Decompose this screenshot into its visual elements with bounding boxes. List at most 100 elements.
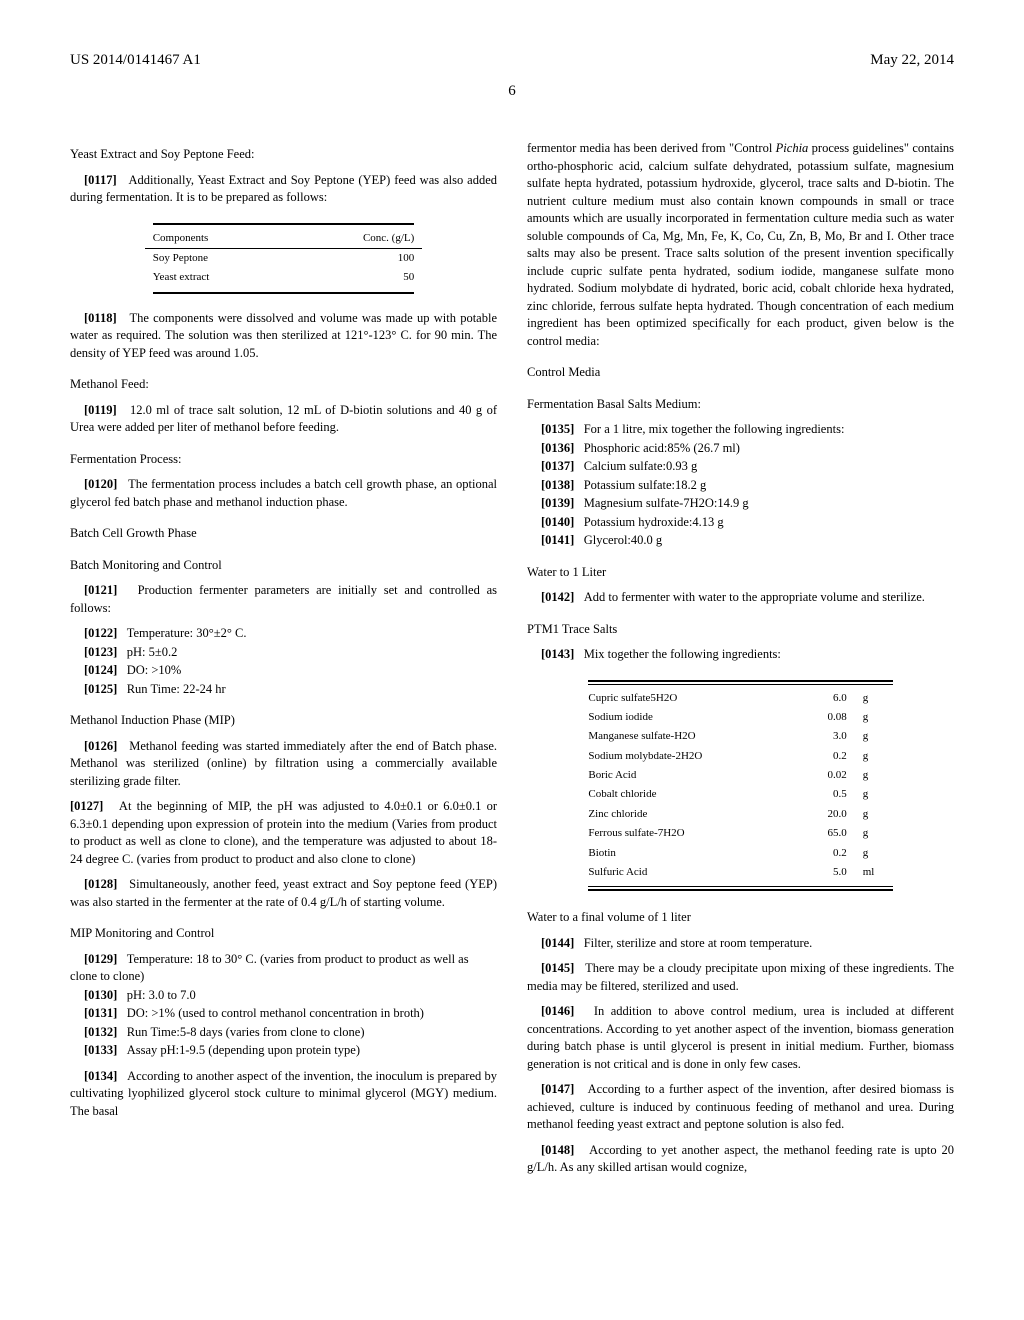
- para-text: Mix together the following ingredients:: [584, 647, 781, 661]
- table-cell: 100: [289, 248, 423, 268]
- para-text: DO: >1% (used to control methanol concen…: [127, 1006, 424, 1020]
- para-0127: [0127] At the beginning of MIP, the pH w…: [70, 798, 497, 868]
- table-cell: 50: [289, 268, 423, 287]
- table-cell: 0.08: [796, 708, 855, 727]
- para-num: [0144]: [541, 936, 574, 950]
- table-cell: Boric Acid: [580, 766, 796, 785]
- para-num: [0126]: [84, 739, 117, 753]
- mip-params-list: [0129] Temperature: 18 to 30° C. (varies…: [70, 951, 497, 1060]
- header-right: May 22, 2014: [870, 50, 954, 71]
- table-cell: g: [855, 747, 901, 766]
- para-0144: [0144] Filter, sterilize and store at ro…: [527, 935, 954, 953]
- table-cell: Sodium molybdate-2H2O: [580, 747, 796, 766]
- table-cell: 6.0: [796, 689, 855, 708]
- heading-water-1l: Water to 1 Liter: [527, 564, 954, 582]
- table-cell: 0.2: [796, 844, 855, 863]
- para-text: Run Time:5-8 days (varies from clone to …: [127, 1025, 365, 1039]
- italic-text: Pichia: [776, 141, 809, 155]
- table-cell: Manganese sulfate-H2O: [580, 727, 796, 746]
- para-num: [0138]: [541, 478, 574, 492]
- para-0128: [0128] Simultaneously, another feed, yea…: [70, 876, 497, 911]
- para-0121: [0121] Production fermenter parameters a…: [70, 582, 497, 617]
- para-text: There may be a cloudy precipitate upon m…: [527, 961, 954, 993]
- table-row: Zinc chloride20.0g: [580, 805, 900, 824]
- para-num: [0137]: [541, 459, 574, 473]
- table-cell: 0.2: [796, 747, 855, 766]
- para-0120: [0120] The fermentation process includes…: [70, 476, 497, 511]
- para-text: Phosphoric acid:85% (26.7 ml): [584, 441, 740, 455]
- table-cell: g: [855, 689, 901, 708]
- table-cell: g: [855, 844, 901, 863]
- table-row: Cupric sulfate5H2O6.0g: [580, 689, 900, 708]
- para-0143: [0143] Mix together the following ingred…: [527, 646, 954, 664]
- para-text: pH: 5±0.2: [127, 645, 178, 659]
- para-num: [0129]: [84, 952, 117, 966]
- para-0117: [0117] Additionally, Yeast Extract and S…: [70, 172, 497, 207]
- para-text: For a 1 litre, mix together the followin…: [584, 422, 845, 436]
- table-row: Sodium iodide0.08g: [580, 708, 900, 727]
- para-text: Assay pH:1-9.5 (depending upon protein t…: [127, 1043, 360, 1057]
- para-0146: [0146] In addition to above control medi…: [527, 1003, 954, 1073]
- table-row: Manganese sulfate-H2O3.0g: [580, 727, 900, 746]
- header-left: US 2014/0141467 A1: [70, 50, 201, 71]
- para-0147: [0147] According to a further aspect of …: [527, 1081, 954, 1134]
- table-cell: 65.0: [796, 824, 855, 843]
- content-columns: Yeast Extract and Soy Peptone Feed: [011…: [70, 132, 954, 1185]
- table-cell: Ferrous sulfate-7H2O: [580, 824, 796, 843]
- para-text: In addition to above control medium, ure…: [527, 1004, 954, 1071]
- basal-salts-list: [0135] For a 1 litre, mix together the f…: [527, 421, 954, 550]
- table-row: Boric Acid0.02g: [580, 766, 900, 785]
- para-num: [0146]: [541, 1004, 574, 1018]
- table-row: Ferrous sulfate-7H2O65.0g: [580, 824, 900, 843]
- para-text: The fermentation process includes a batc…: [70, 477, 497, 509]
- para-num: [0134]: [84, 1069, 117, 1083]
- heading-yep-feed: Yeast Extract and Soy Peptone Feed:: [70, 146, 497, 164]
- para-num: [0147]: [541, 1082, 574, 1096]
- para-num: [0122]: [84, 626, 117, 640]
- para-num: [0117]: [84, 173, 117, 187]
- para-text: Potassium hydroxide:4.13 g: [584, 515, 724, 529]
- heading-mip: Methanol Induction Phase (MIP): [70, 712, 497, 730]
- table-cell: g: [855, 766, 901, 785]
- heading-batch-monitoring: Batch Monitoring and Control: [70, 557, 497, 575]
- table-col-header: Components: [145, 229, 289, 249]
- para-text: The components were dissolved and volume…: [70, 311, 497, 360]
- para-num: [0133]: [84, 1043, 117, 1057]
- para-continuation: fermentor media has been derived from "C…: [527, 140, 954, 350]
- para-num: [0143]: [541, 647, 574, 661]
- para-num: [0119]: [84, 403, 117, 417]
- para-text: According to a further aspect of the inv…: [527, 1082, 954, 1131]
- para-text: Temperature: 30°±2° C.: [127, 626, 247, 640]
- table-cell: Cupric sulfate5H2O: [580, 689, 796, 708]
- heading-mip-monitoring: MIP Monitoring and Control: [70, 925, 497, 943]
- para-num: [0123]: [84, 645, 117, 659]
- para-num: [0140]: [541, 515, 574, 529]
- para-num: [0128]: [84, 877, 117, 891]
- para-num: [0120]: [84, 477, 117, 491]
- heading-fermentation: Fermentation Process:: [70, 451, 497, 469]
- para-text: Methanol feeding was started immediately…: [70, 739, 497, 788]
- para-num: [0145]: [541, 961, 574, 975]
- table-cell: Sodium iodide: [580, 708, 796, 727]
- table-cell: 20.0: [796, 805, 855, 824]
- para-text: At the beginning of MIP, the pH was adju…: [70, 799, 497, 866]
- para-text: Magnesium sulfate-7H2O:14.9 g: [584, 496, 749, 510]
- para-0148: [0148] According to yet another aspect, …: [527, 1142, 954, 1177]
- para-num: [0142]: [541, 590, 574, 604]
- heading-batch-growth: Batch Cell Growth Phase: [70, 525, 497, 543]
- heading-ptm1: PTM1 Trace Salts: [527, 621, 954, 639]
- table-cell: Soy Peptone: [145, 248, 289, 268]
- para-num: [0132]: [84, 1025, 117, 1039]
- table-cell: Yeast extract: [145, 268, 289, 287]
- para-text: Production fermenter parameters are init…: [70, 583, 497, 615]
- table-yep: Components Conc. (g/L) Soy Peptone 100 Y…: [70, 219, 497, 298]
- para-text: Add to fermenter with water to the appro…: [584, 590, 925, 604]
- batch-params-list: [0122] Temperature: 30°±2° C. [0123] pH:…: [70, 625, 497, 698]
- table-row: Cobalt chloride0.5g: [580, 785, 900, 804]
- para-num: [0131]: [84, 1006, 117, 1020]
- para-num: [0127]: [70, 799, 103, 813]
- para-num: [0135]: [541, 422, 574, 436]
- table-col-header: Conc. (g/L): [289, 229, 423, 249]
- para-text: DO: >10%: [127, 663, 182, 677]
- right-column: fermentor media has been derived from "C…: [527, 132, 954, 1185]
